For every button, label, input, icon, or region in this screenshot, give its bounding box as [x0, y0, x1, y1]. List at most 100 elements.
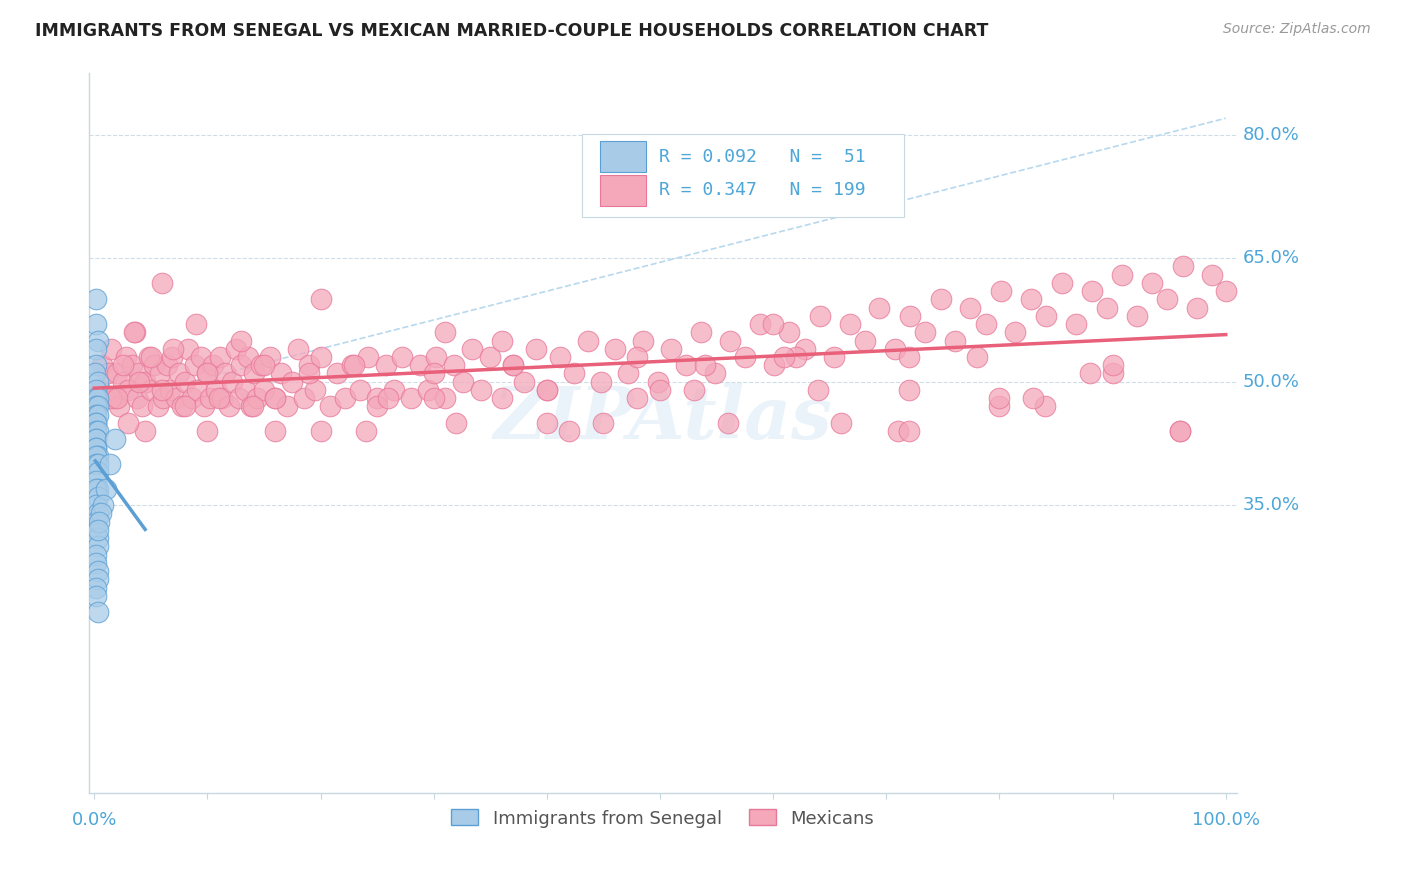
Text: Source: ZipAtlas.com: Source: ZipAtlas.com [1223, 22, 1371, 37]
Point [869, 301, 891, 315]
Point [150, 276, 173, 290]
Point [966, 350, 988, 364]
Point [86, 400, 108, 414]
Point [1033, 400, 1056, 414]
Point [326, 367, 349, 381]
Point [264, 391, 287, 405]
Point [422, 391, 444, 405]
Point [1156, 293, 1178, 307]
Point [1201, 268, 1223, 282]
Point [349, 383, 371, 397]
Text: 0.0%: 0.0% [72, 812, 117, 830]
Point [117, 416, 139, 430]
Point [470, 383, 492, 397]
Point [259, 350, 281, 364]
Point [86, 482, 108, 496]
Point [134, 424, 156, 438]
Point [186, 383, 208, 397]
Point [550, 350, 572, 364]
Point [86, 457, 108, 471]
Text: R = 0.347   N = 199: R = 0.347 N = 199 [659, 181, 866, 200]
Point [162, 342, 184, 356]
Point [763, 358, 786, 372]
Point [683, 383, 706, 397]
Point [695, 358, 717, 372]
Point [377, 391, 399, 405]
Point [195, 367, 218, 381]
Point [793, 342, 815, 356]
Point [117, 383, 139, 397]
Point [1126, 309, 1149, 323]
Point [990, 284, 1012, 298]
Point [1187, 301, 1209, 315]
Point [524, 342, 547, 356]
Point [558, 424, 581, 438]
Point [87, 515, 110, 529]
Point [603, 342, 626, 356]
Point [127, 391, 149, 405]
Point [86, 548, 108, 562]
Point [422, 367, 444, 381]
Point [134, 375, 156, 389]
Text: 50.0%: 50.0% [1243, 373, 1299, 391]
Point [785, 350, 807, 364]
Point [773, 350, 796, 364]
Point [446, 416, 468, 430]
Point [433, 326, 456, 340]
Point [103, 391, 125, 405]
Point [264, 424, 287, 438]
Point [647, 375, 669, 389]
Point [897, 350, 920, 364]
Point [318, 400, 340, 414]
Point [959, 301, 981, 315]
Point [86, 507, 108, 521]
Point [433, 391, 456, 405]
Point [190, 350, 212, 364]
Point [111, 358, 134, 372]
Point [366, 391, 388, 405]
Point [86, 424, 108, 438]
Text: 100.0%: 100.0% [1192, 812, 1260, 830]
Point [184, 358, 207, 372]
Point [86, 334, 108, 348]
Point [86, 416, 108, 430]
Point [177, 342, 200, 356]
Point [233, 383, 256, 397]
Point [89, 383, 111, 397]
Point [1050, 276, 1073, 290]
Point [491, 391, 513, 405]
Point [461, 342, 484, 356]
Point [143, 358, 166, 372]
Text: 65.0%: 65.0% [1243, 249, 1299, 268]
Point [823, 350, 845, 364]
Point [830, 416, 852, 430]
Point [86, 375, 108, 389]
Point [105, 367, 128, 381]
Point [281, 375, 304, 389]
Point [1140, 276, 1163, 290]
Point [86, 556, 108, 570]
Point [479, 350, 502, 364]
Point [86, 317, 108, 331]
Point [173, 375, 195, 389]
Point [103, 433, 125, 447]
Point [451, 375, 474, 389]
Point [172, 400, 194, 414]
Point [309, 424, 332, 438]
Point [86, 605, 108, 619]
Point [231, 334, 253, 348]
Point [214, 367, 236, 381]
Point [1019, 293, 1042, 307]
Point [1022, 391, 1045, 405]
Point [399, 391, 422, 405]
Point [90, 507, 112, 521]
Point [898, 309, 921, 323]
Point [86, 424, 108, 438]
Point [689, 326, 711, 340]
Point [357, 350, 380, 364]
Point [631, 334, 654, 348]
Point [221, 375, 243, 389]
Point [100, 342, 122, 356]
Point [617, 367, 640, 381]
Point [287, 342, 309, 356]
